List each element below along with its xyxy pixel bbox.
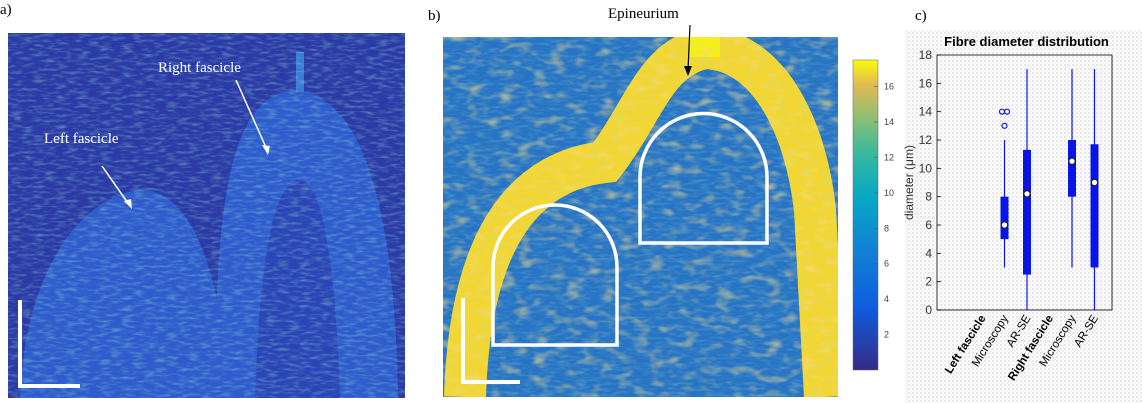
- box: [1023, 149, 1031, 275]
- annotation: Epineurium: [608, 6, 679, 22]
- panel-label: a): [0, 2, 12, 18]
- colorbar-tick-label: 6: [884, 259, 889, 269]
- arrowhead: [684, 66, 692, 76]
- panel-label: b): [428, 8, 441, 24]
- annotation: Left fascicle: [44, 131, 119, 147]
- chart-title: Fibre diameter distribution: [944, 34, 1109, 49]
- y-tick-label: 18: [919, 48, 933, 62]
- colorbar-tick-label: 4: [884, 294, 889, 304]
- y-tick-label: 4: [925, 246, 932, 260]
- colorbar-tick-label: 12: [884, 152, 894, 162]
- y-tick-label: 8: [925, 190, 932, 204]
- y-tick-label: 16: [919, 76, 933, 90]
- colorbar-ticks: 2 4 6 8 10 12 14 16: [874, 82, 894, 340]
- scale-bar: [18, 300, 80, 388]
- y-axis-label: diameter (μm): [902, 145, 916, 220]
- colorbar-tick-label: 16: [884, 82, 894, 92]
- arrow: [687, 24, 691, 71]
- arrowhead: [262, 145, 270, 155]
- median: [1068, 157, 1076, 166]
- median: [1090, 178, 1099, 187]
- y-tick-label: 6: [925, 218, 932, 232]
- plot-area: [936, 54, 1113, 311]
- colorbar-tick-label: 2: [884, 330, 889, 340]
- box: [1000, 196, 1009, 240]
- roi: [638, 111, 769, 245]
- y-tick-label: 14: [919, 105, 933, 119]
- y-tick-label: 0: [925, 303, 932, 317]
- y-tick-label: 2: [925, 275, 932, 289]
- panel-label: c): [915, 8, 927, 24]
- annotation: Right fascicle: [158, 60, 241, 76]
- outlier: [1003, 108, 1011, 115]
- colorbar-tick-label: 8: [884, 223, 889, 233]
- scale-bar: [461, 298, 520, 384]
- colorbar-tick-label: 14: [884, 117, 894, 127]
- y-tick-label: 12: [919, 133, 933, 147]
- roi: [491, 203, 619, 347]
- arrowhead: [124, 199, 132, 209]
- box: [1068, 140, 1076, 197]
- colorbar: [852, 59, 879, 371]
- outlier: [1001, 122, 1008, 129]
- arrow: [101, 165, 131, 207]
- box: [1090, 144, 1099, 268]
- y-tick-label: 10: [919, 161, 933, 175]
- colorbar-tick-label: 10: [884, 188, 894, 198]
- arrow: [235, 79, 269, 153]
- image-a: [8, 33, 405, 398]
- median: [1000, 221, 1009, 229]
- median: [1023, 190, 1031, 198]
